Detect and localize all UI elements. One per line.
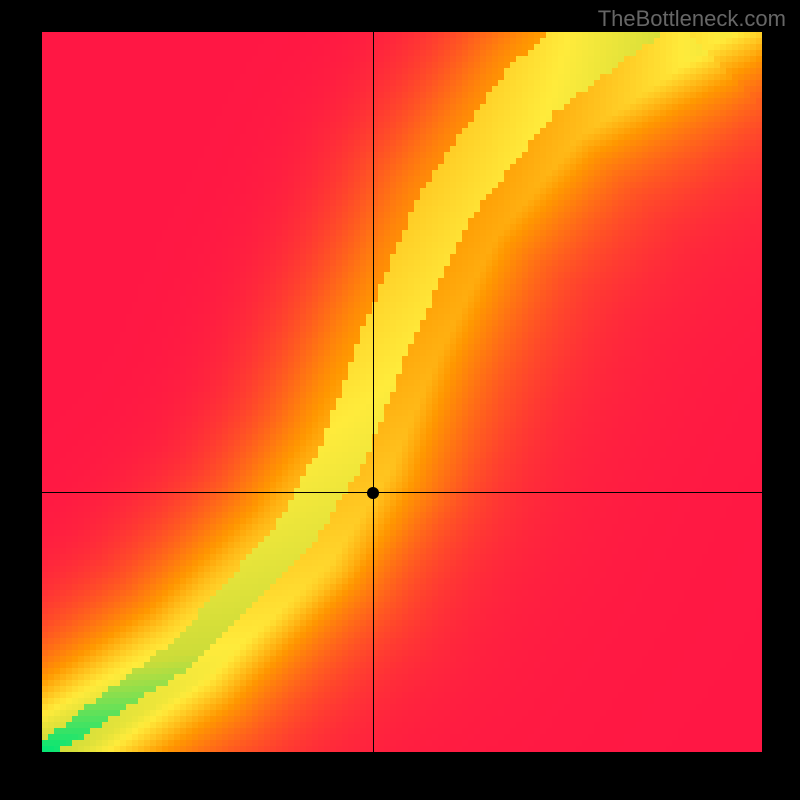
- heatmap-canvas: [42, 32, 762, 752]
- marker-dot: [367, 487, 379, 499]
- heatmap-plot: [42, 32, 762, 752]
- crosshair-horizontal: [42, 492, 762, 493]
- chart-container: TheBottleneck.com: [0, 0, 800, 800]
- watermark-text: TheBottleneck.com: [598, 6, 786, 32]
- crosshair-vertical: [373, 32, 374, 752]
